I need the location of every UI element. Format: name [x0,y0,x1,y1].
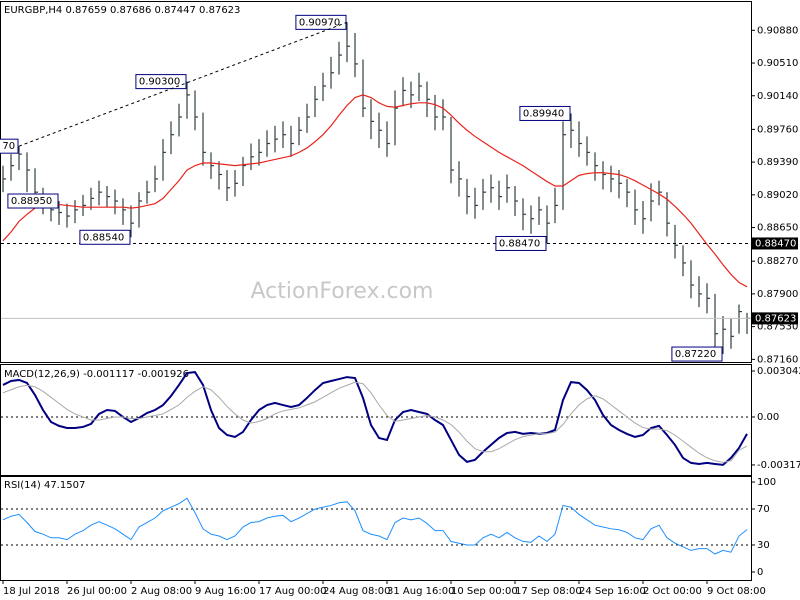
price-label-box [519,105,571,121]
panel-title: MACD(12,26,9) -0.001117 -0.001926 [4,369,189,380]
price-label-box [495,235,547,251]
macd-panel [0,364,752,476]
price-label-box [0,138,19,154]
y-tick-label: 0.87160 [757,354,798,365]
price-label-box [135,74,187,90]
y-tick-label: 0.90880 [757,25,798,36]
price-label: 0.90970 [299,17,340,28]
price-label: 0.87220 [675,349,716,360]
x-tick-label: 31 Aug 16:00 [387,586,454,597]
y-tick-label: 0.90510 [757,58,798,69]
watermark: ActionForex.com [251,279,434,304]
y-tick-label: 0.89390 [757,157,798,168]
x-tick-label: 10 Sep 00:00 [451,586,518,597]
x-tick-label: 24 Sep 16:00 [579,586,646,597]
rsi-line [2,497,748,555]
y-tick-label: 100 [757,477,776,488]
x-tick-label: 2 Oct 00:00 [643,586,702,597]
level-label: 0.88470 [755,238,796,249]
x-tick-label: 18 Jul 2018 [3,586,60,597]
y-tick-label: 30 [757,540,770,551]
x-tick-label: 24 Aug 08:00 [323,586,390,597]
y-tick-label: 0.90140 [757,91,798,102]
x-tick-label: 26 Jul 00:00 [67,586,127,597]
price-label-box [79,229,131,245]
y-tick-label: 0.88650 [757,223,798,234]
price-label: 0.89940 [523,108,564,119]
x-tick-label: 2 Aug 08:00 [131,586,192,597]
y-tick-label: 0.003042 [757,366,800,377]
y-tick-label: 0.87530 [757,322,798,333]
price-label: 0.88540 [83,232,124,243]
level-box [752,312,798,325]
trend-line [18,21,348,147]
rsi-panel [0,476,752,581]
y-tick-label: 70 [757,504,770,515]
price-label: 0.90300 [139,77,180,88]
moving-average [2,94,748,288]
price-label: 70 [2,141,15,152]
panel-title: RSI(14) 47.1507 [4,480,85,491]
x-tick-label: 17 Aug 00:00 [259,586,326,597]
price-panel [0,1,752,363]
x-tick-label: 17 Sep 08:00 [515,586,582,597]
x-tick-label: 9 Aug 16:00 [195,586,256,597]
level-label: 0.87623 [755,313,796,324]
y-tick-label: 0.89760 [757,124,798,135]
y-tick-label: -0.003174 [757,460,800,471]
level-box [752,237,798,250]
macd-line [2,371,748,466]
y-tick-label: 0.89020 [757,190,798,201]
y-tick-label: 0.87900 [757,289,798,300]
x-tick-label: 9 Oct 08:00 [707,586,766,597]
y-tick-label: 0.00 [757,412,779,423]
price-label-box [671,346,723,362]
macd-line [2,381,748,463]
price-label: 0.88950 [11,196,52,207]
price-label-box [7,193,59,209]
y-tick-label: 0.88270 [757,256,798,267]
y-tick-label: 0 [757,567,763,578]
panel-title: EURGBP,H4 0.87659 0.87686 0.87447 0.8762… [4,5,240,16]
price-label: 0.88470 [499,238,540,249]
